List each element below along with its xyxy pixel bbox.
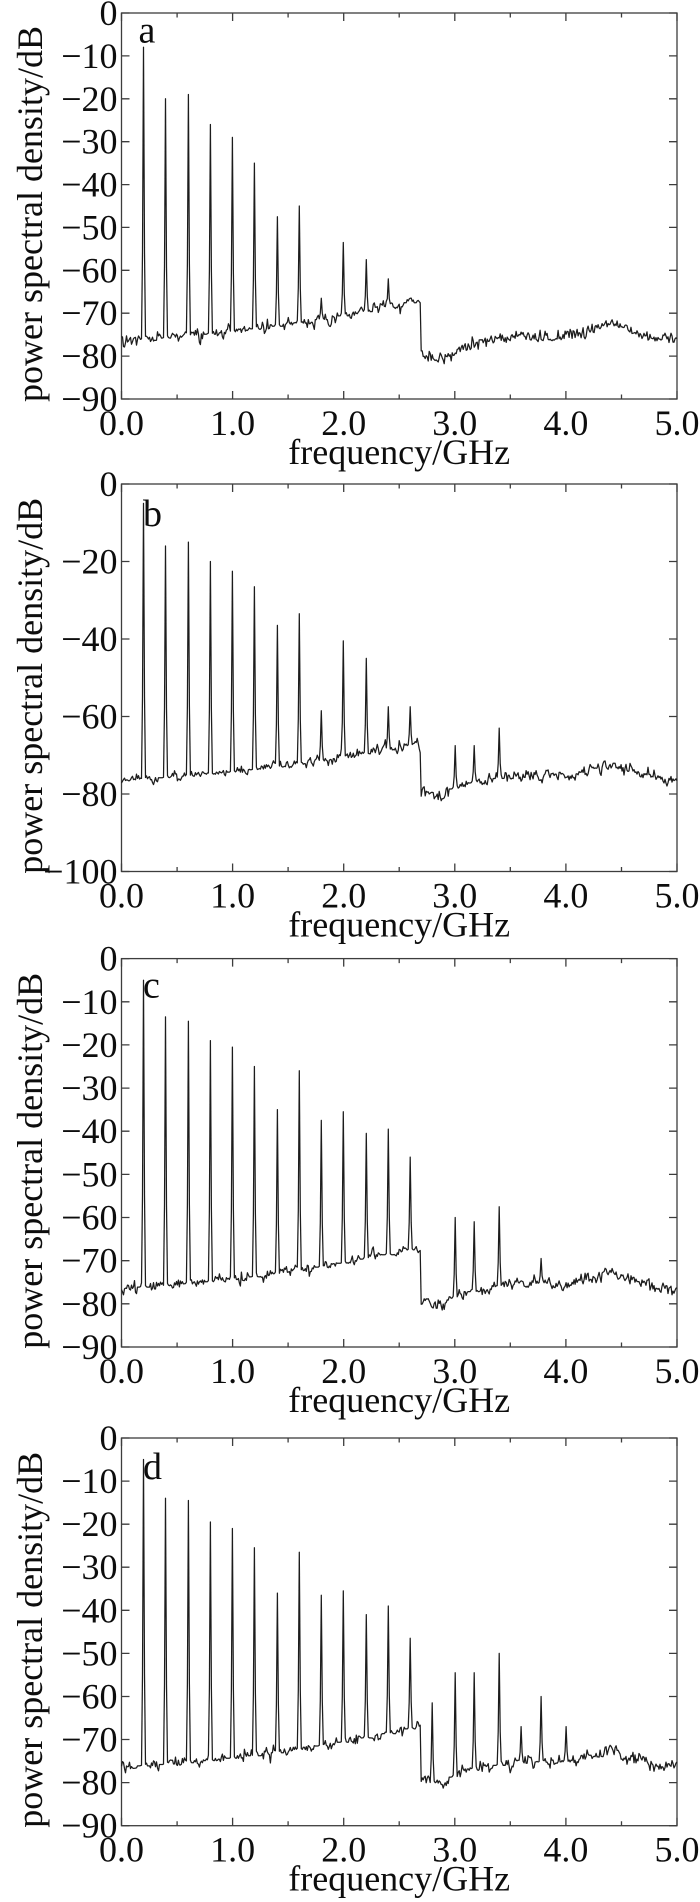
svg-text:power spectral density/dB: power spectral density/dB	[10, 1452, 50, 1828]
svg-text:4.0: 4.0	[543, 876, 588, 916]
svg-text:2.0: 2.0	[321, 1830, 366, 1870]
svg-text:5.0: 5.0	[655, 876, 700, 916]
svg-text:−20: −20	[61, 79, 117, 119]
svg-text:−90: −90	[61, 1806, 117, 1846]
svg-text:−10: −10	[61, 982, 117, 1022]
svg-text:4.0: 4.0	[543, 1830, 588, 1870]
svg-text:−100: −100	[43, 852, 117, 892]
svg-text:power spectral density/dB: power spectral density/dB	[10, 973, 50, 1349]
svg-text:power spectral density/dB: power spectral density/dB	[10, 498, 50, 874]
svg-text:−30: −30	[61, 122, 117, 162]
svg-text:3.0: 3.0	[432, 1351, 477, 1391]
svg-text:−90: −90	[61, 1327, 117, 1367]
svg-text:0: 0	[100, 0, 118, 33]
svg-text:3.0: 3.0	[432, 876, 477, 916]
svg-text:−40: −40	[61, 1111, 117, 1151]
svg-text:5.0: 5.0	[655, 1351, 700, 1391]
svg-text:0: 0	[100, 1418, 118, 1458]
svg-text:frequency/GHz: frequency/GHz	[288, 432, 510, 472]
svg-text:−20: −20	[61, 1025, 117, 1065]
svg-text:−60: −60	[61, 1198, 117, 1238]
svg-text:frequency/GHz: frequency/GHz	[288, 1859, 510, 1899]
svg-text:2.0: 2.0	[321, 876, 366, 916]
svg-text:−50: −50	[61, 1154, 117, 1194]
svg-text:−60: −60	[61, 697, 117, 737]
svg-text:c: c	[143, 965, 160, 1007]
svg-text:−60: −60	[61, 1677, 117, 1717]
svg-text:4.0: 4.0	[543, 1351, 588, 1391]
svg-text:1.0: 1.0	[210, 403, 255, 443]
svg-text:2.0: 2.0	[321, 403, 366, 443]
svg-text:1.0: 1.0	[210, 876, 255, 916]
svg-text:−70: −70	[61, 293, 117, 333]
svg-text:−70: −70	[61, 1241, 117, 1281]
svg-text:a: a	[139, 10, 156, 52]
svg-text:−10: −10	[61, 36, 117, 76]
svg-text:−80: −80	[61, 1284, 117, 1324]
svg-text:0.0: 0.0	[99, 876, 144, 916]
svg-text:−30: −30	[61, 1068, 117, 1108]
svg-text:0.0: 0.0	[99, 1830, 144, 1870]
svg-text:−20: −20	[61, 542, 117, 582]
svg-text:b: b	[143, 493, 162, 535]
svg-text:5.0: 5.0	[655, 403, 700, 443]
svg-text:3.0: 3.0	[432, 1830, 477, 1870]
svg-text:−30: −30	[61, 1547, 117, 1587]
svg-text:−40: −40	[61, 1590, 117, 1630]
svg-text:−20: −20	[61, 1504, 117, 1544]
svg-text:3.0: 3.0	[432, 403, 477, 443]
svg-text:−80: −80	[61, 336, 117, 376]
svg-text:1.0: 1.0	[210, 1351, 255, 1391]
svg-text:−50: −50	[61, 207, 117, 247]
svg-text:−60: −60	[61, 250, 117, 290]
svg-text:4.0: 4.0	[543, 403, 588, 443]
svg-text:−80: −80	[61, 774, 117, 814]
svg-text:d: d	[143, 1446, 162, 1488]
svg-text:−70: −70	[61, 1720, 117, 1760]
svg-text:0: 0	[100, 464, 118, 504]
svg-text:0: 0	[100, 939, 118, 979]
svg-text:−40: −40	[61, 619, 117, 659]
svg-text:5.0: 5.0	[655, 1830, 700, 1870]
svg-text:frequency/GHz: frequency/GHz	[288, 905, 510, 945]
svg-text:−80: −80	[61, 1763, 117, 1803]
svg-text:−90: −90	[61, 379, 117, 419]
svg-text:power spectral density/dB: power spectral density/dB	[10, 26, 50, 402]
svg-text:1.0: 1.0	[210, 1830, 255, 1870]
svg-text:−10: −10	[61, 1461, 117, 1501]
svg-text:−50: −50	[61, 1633, 117, 1673]
svg-text:−40: −40	[61, 165, 117, 205]
svg-text:0.0: 0.0	[99, 403, 144, 443]
svg-text:0.0: 0.0	[99, 1351, 144, 1391]
svg-text:frequency/GHz: frequency/GHz	[288, 1380, 510, 1420]
svg-text:2.0: 2.0	[321, 1351, 366, 1391]
